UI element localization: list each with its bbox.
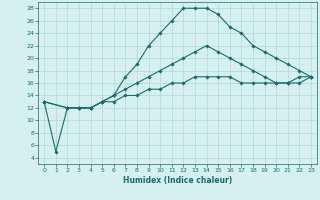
X-axis label: Humidex (Indice chaleur): Humidex (Indice chaleur) — [123, 176, 232, 185]
